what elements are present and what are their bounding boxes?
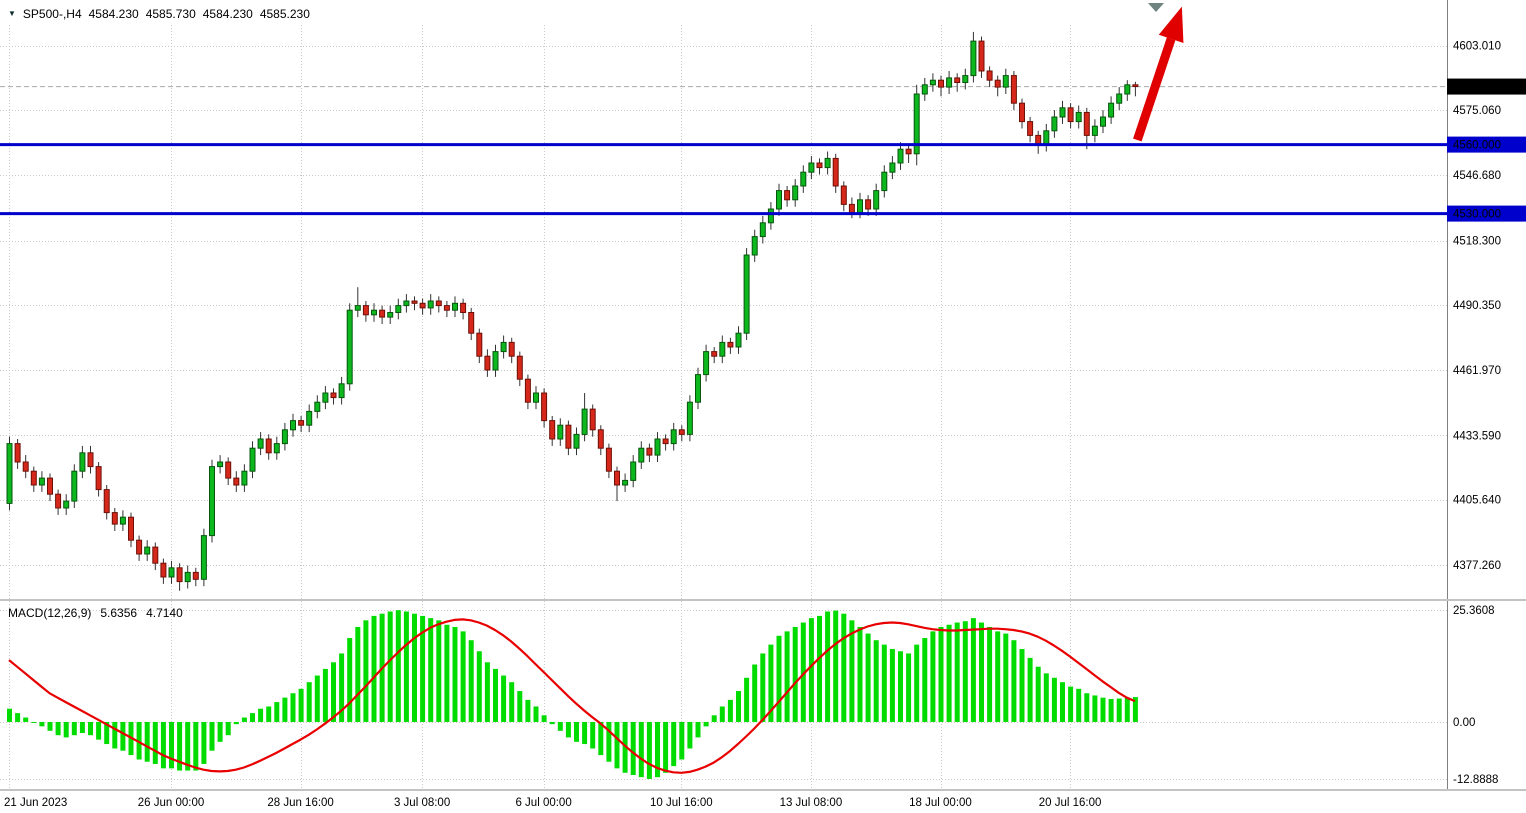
price-axis-label: 4518.300	[1453, 236, 1501, 248]
time-axis-label: 18 Jul 00:00	[909, 797, 972, 809]
ohlc-open-value: 4584.230	[88, 7, 139, 21]
svg-text:4560.000: 4560.000	[1453, 140, 1501, 152]
time-axis-label: 13 Jul 08:00	[780, 797, 843, 809]
symbol-info-bar: ▼ SP500-,H4 4584.230 4585.730 4584.230 4…	[8, 7, 310, 21]
price-axis-label: 4377.260	[1453, 560, 1501, 572]
price-axis-label: 4575.060	[1453, 105, 1501, 117]
level-price-tag-4560.000: 4560.000	[1447, 136, 1526, 153]
time-axis-label: 26 Jun 00:00	[138, 797, 205, 809]
ohlc-close-value: 4585.230	[259, 7, 310, 21]
price-axis-label: 4490.350	[1453, 300, 1501, 312]
svg-text:4585.230: 4585.230	[1453, 82, 1501, 94]
macd-current-value: 5.6356	[100, 606, 138, 620]
price-axis-label: 4461.970	[1453, 365, 1501, 377]
macd-axis-label: 0.00	[1453, 717, 1475, 729]
macd-signal-line	[8, 618, 1136, 774]
ohlc-low-value: 4584.230	[202, 7, 253, 21]
time-axis-label: 28 Jun 16:00	[267, 797, 334, 809]
grid-lines	[0, 25, 1447, 790]
time-axis-label: 6 Jul 00:00	[515, 797, 571, 809]
chart-shift-marker-icon[interactable]	[1148, 3, 1164, 12]
time-axis-label: 20 Jul 16:00	[1039, 797, 1102, 809]
time-axis-label: 3 Jul 08:00	[394, 797, 450, 809]
level-price-tag-4530.000: 4530.000	[1447, 205, 1526, 222]
macd-indicator-label: MACD(12,26,9)	[8, 606, 92, 620]
trend-up-arrow[interactable]	[1133, 6, 1184, 142]
time-axis-label: 21 Jun 2023	[4, 797, 67, 809]
macd-signal-current-value: 4.7140	[146, 606, 183, 620]
symbol-dropdown-icon[interactable]: ▼	[8, 9, 16, 18]
ohlc-high-value: 4585.730	[145, 7, 196, 21]
macd-axis-label: 25.3608	[1453, 605, 1495, 617]
svg-text:4530.000: 4530.000	[1453, 209, 1501, 221]
price-axis-label: 4433.590	[1453, 430, 1501, 442]
price-axis-label: 4546.680	[1453, 170, 1501, 182]
time-axis-label: 10 Jul 16:00	[650, 797, 713, 809]
macd-histogram	[7, 610, 1138, 779]
current-price-tag: 4585.230	[1447, 78, 1526, 95]
candlesticks	[6, 31, 1139, 591]
panel-separator-time-axis[interactable]	[0, 789, 1526, 791]
symbol-period-label: SP500-,H4	[22, 7, 82, 21]
macd-info-bar: MACD(12,26,9) 5.6356 4.7140	[8, 606, 183, 620]
panel-separator-macd[interactable]	[0, 599, 1526, 601]
price-axis-label: 4603.010	[1453, 41, 1501, 53]
price-axis-label: 4405.640	[1453, 495, 1501, 507]
macd-axis-label: -12.8888	[1453, 774, 1498, 786]
